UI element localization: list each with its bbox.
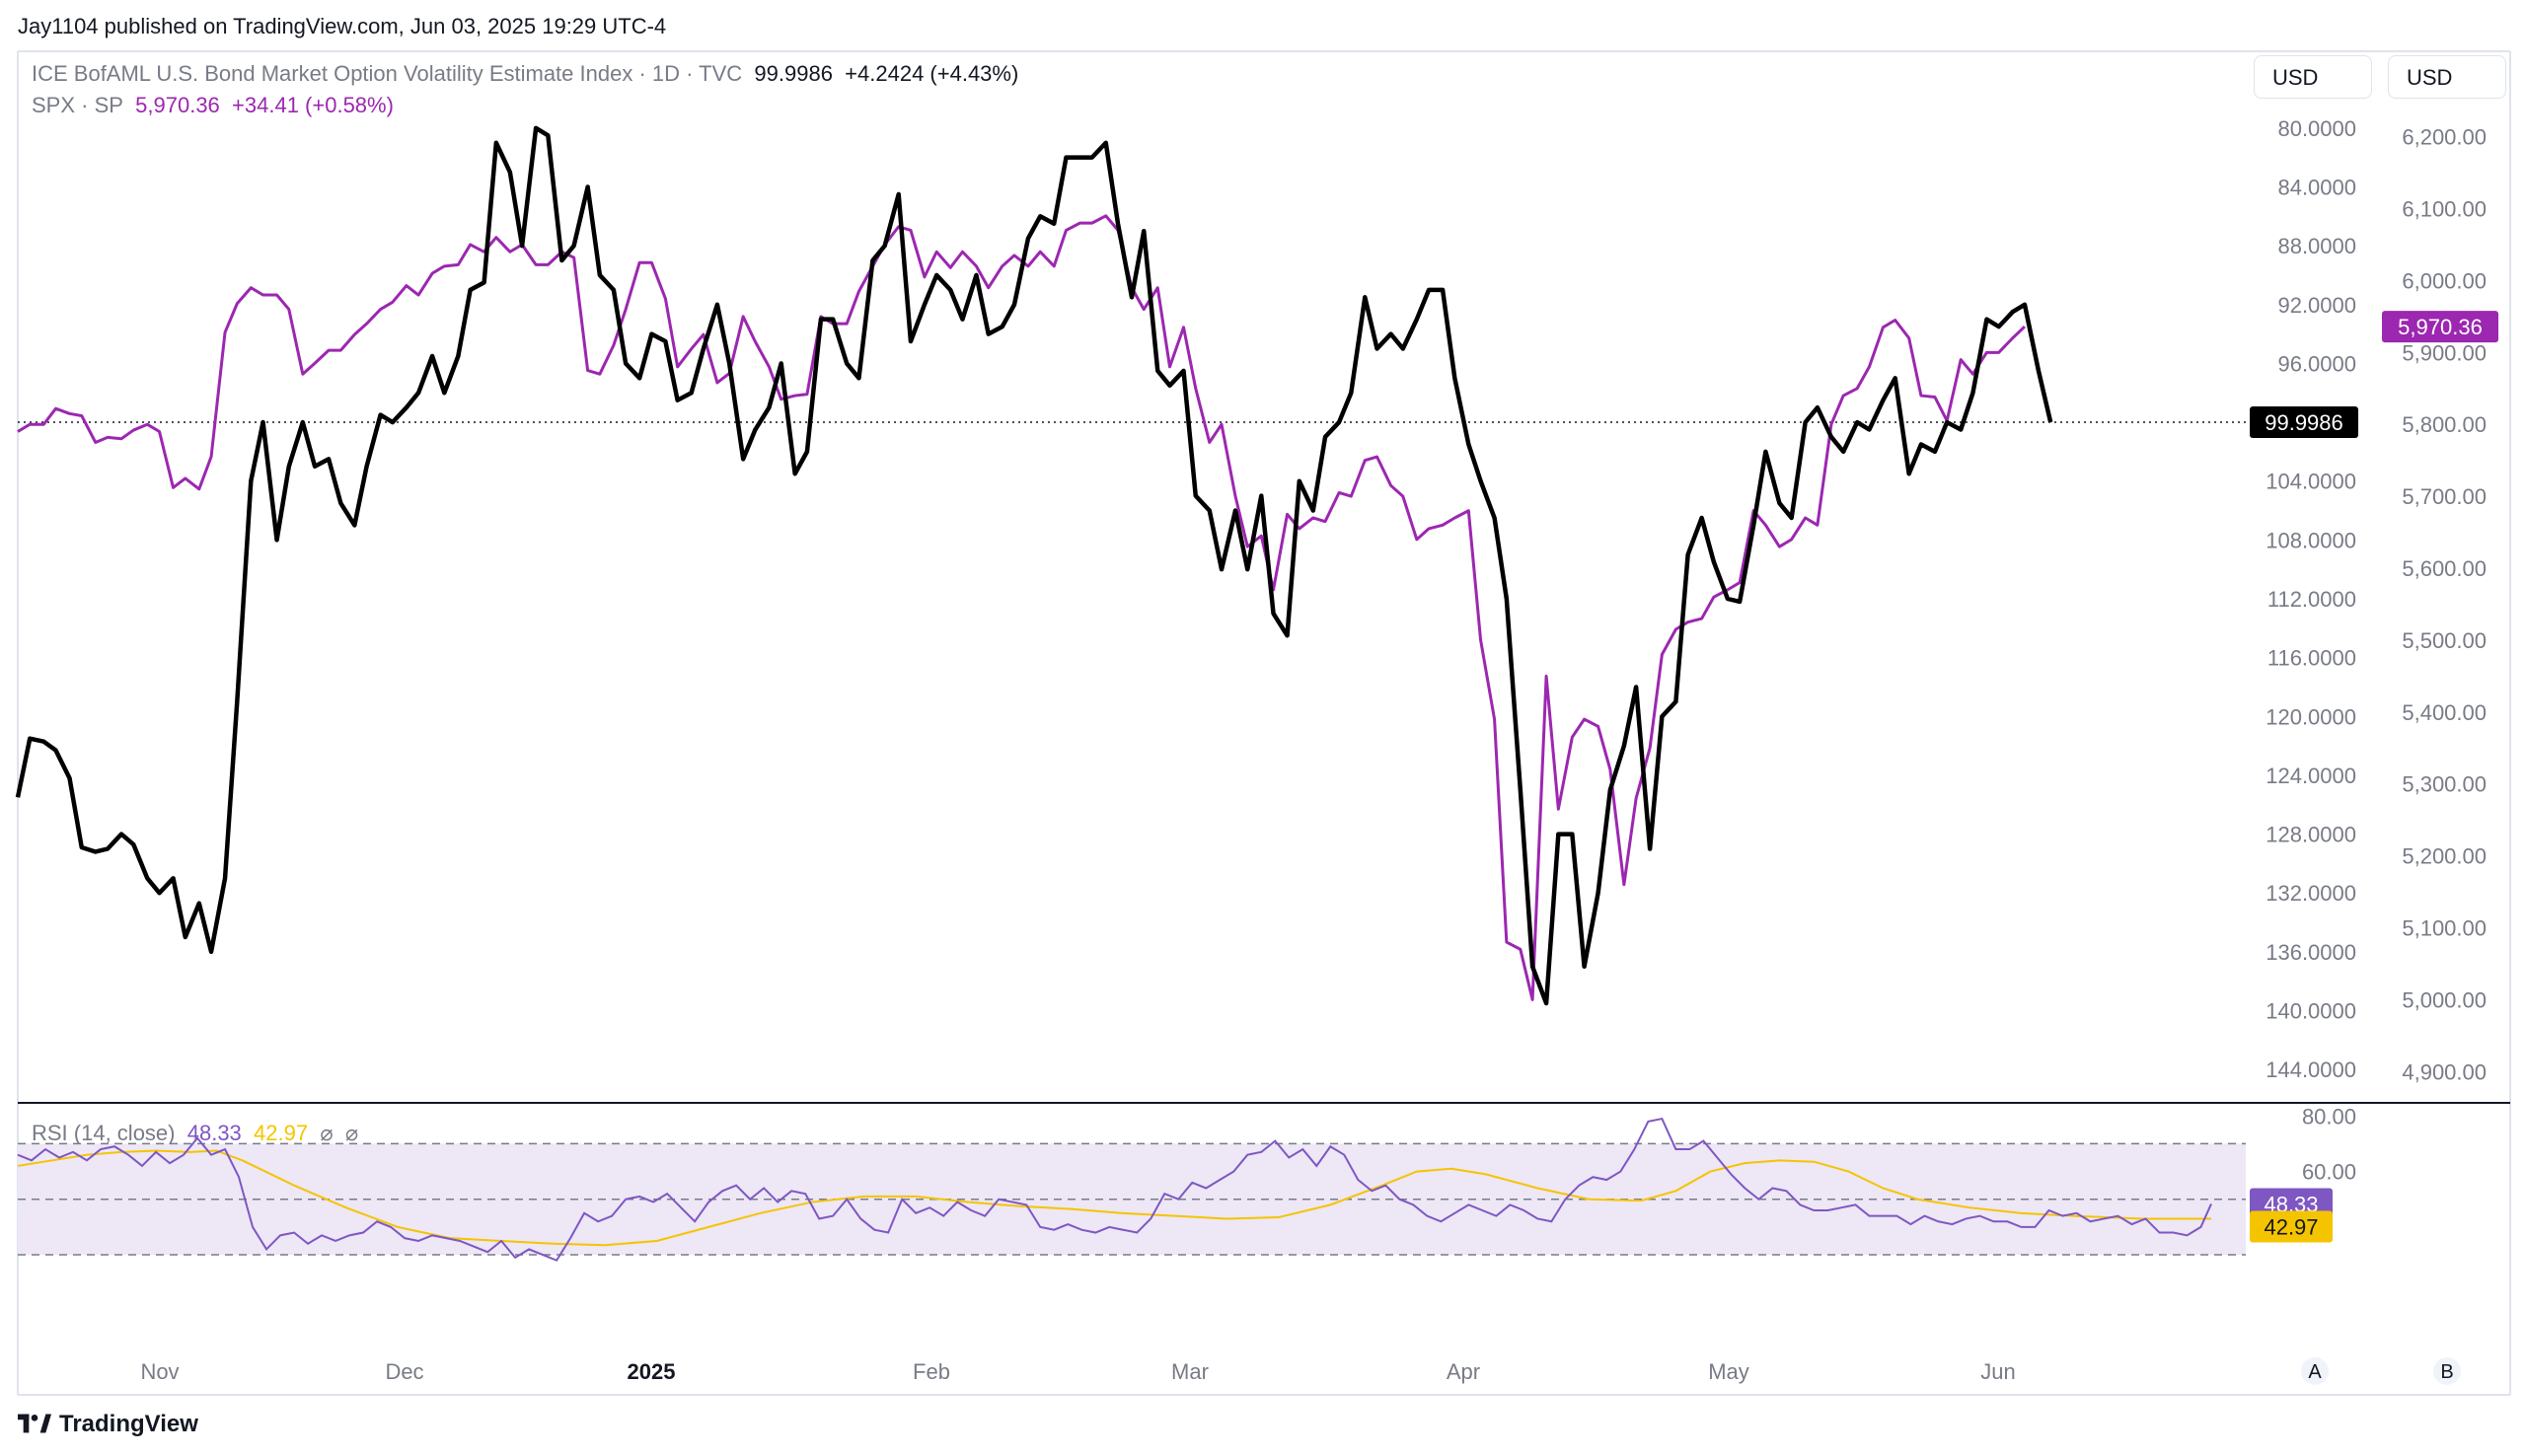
move-axis-tick-label: 84.0000	[2277, 175, 2356, 199]
move-axis-tick-label: 88.0000	[2277, 234, 2356, 258]
move-last-value-label-bg	[2250, 406, 2358, 439]
spx-axis-tick-label: 5,400.00	[2402, 700, 2487, 725]
spx-line	[17, 214, 2026, 1001]
tradingview-brand-text: TradingView	[59, 1411, 198, 1437]
rsi-pane: 80.00 60.00	[17, 1104, 2356, 1262]
hidden-input-icon-1[interactable]: ⌀	[320, 1121, 334, 1145]
spx-axis-tick-label: 6,200.00	[2402, 125, 2487, 150]
main-series-value: 99.9986	[754, 61, 833, 86]
hidden-input-icon-2[interactable]: ⌀	[344, 1121, 359, 1145]
move-last-value-label: 99.9986	[2265, 410, 2343, 435]
time-axis-label: Feb	[913, 1359, 950, 1384]
rsi-ma-value: 42.97	[254, 1121, 309, 1145]
rsi-axis-tick-label: 80.00	[2302, 1104, 2356, 1128]
time-axis-label: 2025	[628, 1359, 676, 1384]
move-axis-tick-label: 132.0000	[2266, 881, 2356, 906]
move-axis-tick-label: 96.0000	[2277, 351, 2356, 376]
time-axis: Nov Dec 2025 Feb Mar Apr May Jun A B	[140, 1357, 2461, 1385]
spx-axis-tick-label: 5,700.00	[2402, 484, 2487, 509]
auto-scale-label: A	[2308, 1361, 2322, 1383]
move-axis-tick-label: 116.0000	[2267, 646, 2356, 671]
time-axis-label: May	[1708, 1359, 1749, 1384]
spx-axis-tick-label: 5,100.00	[2402, 916, 2487, 941]
main-series-legend[interactable]: ICE BofAML U.S. Bond Market Option Volat…	[32, 61, 1018, 87]
move-axis-tick-label: 112.0000	[2267, 587, 2356, 612]
move-axis-tick-label: 104.0000	[2266, 470, 2356, 494]
spx-axis-tick-label: 5,500.00	[2402, 628, 2487, 653]
rsi-axis-tick-label: 60.00	[2302, 1160, 2356, 1185]
spx-axis-tick-label: 5,000.00	[2402, 987, 2487, 1012]
time-axis-label: Mar	[1171, 1359, 1209, 1384]
move-axis-tick-label: 108.0000	[2266, 528, 2356, 552]
move-axis-tick-label: 92.0000	[2277, 293, 2356, 318]
currency-button-left[interactable]: USD	[2254, 55, 2372, 99]
rsi-line	[17, 1117, 2212, 1262]
spx-name: SPX · SP	[32, 93, 123, 117]
spx-axis-tick-label: 6,000.00	[2402, 268, 2487, 293]
main-series-name: ICE BofAML U.S. Bond Market Option Volat…	[32, 61, 743, 86]
spx-legend[interactable]: SPX · SP 5,970.36 +34.41 (+0.58%)	[32, 93, 394, 118]
time-axis-label: Jun	[1980, 1359, 2015, 1384]
tradingview-logo[interactable]: TradingView	[18, 1411, 198, 1438]
chart-frame	[17, 50, 2511, 1396]
rsi-value: 48.33	[186, 1121, 242, 1145]
auto-scale-button[interactable]	[2301, 1357, 2329, 1385]
time-axis-label: Nov	[140, 1359, 179, 1384]
spx-axis-tick-label: 5,600.00	[2402, 556, 2487, 581]
move-axis-tick-label: 80.0000	[2277, 116, 2356, 141]
rsi-ma-last-value-label-bg	[2250, 1210, 2333, 1243]
publication-info: Jay1104 published on TradingView.com, Ju…	[18, 14, 667, 38]
move-index-line	[15, 125, 2053, 1006]
rsi-ma-line	[17, 1149, 2211, 1247]
main-series-change: +4.2424 (+4.43%)	[845, 61, 1019, 86]
time-axis-label: Dec	[385, 1359, 423, 1384]
spx-last-value-label: 5,970.36	[2398, 315, 2483, 339]
time-axis-label: Apr	[1447, 1359, 1480, 1384]
spx-value: 5,970.36	[135, 93, 220, 117]
spx-axis-tick-label: 5,900.00	[2402, 340, 2487, 365]
spx-axis-tick-label: 5,300.00	[2402, 772, 2487, 797]
spx-axis-tick-label: 5,800.00	[2402, 412, 2487, 437]
spx-axis-tick-label: 5,200.00	[2402, 844, 2487, 869]
move-axis-tick-label: 140.0000	[2266, 999, 2356, 1024]
move-axis-tick-label: 128.0000	[2266, 823, 2356, 847]
spx-change: +34.41 (+0.58%)	[232, 93, 394, 117]
rsi-name: RSI (14, close)	[32, 1121, 176, 1145]
move-axis-tick-label: 124.0000	[2266, 764, 2356, 788]
rsi-legend[interactable]: RSI (14, close) 48.33 42.97 ⌀ ⌀	[32, 1121, 358, 1146]
price-lines	[15, 125, 2246, 1006]
currency-button-right[interactable]: USD	[2388, 55, 2506, 99]
auto-scale-label-right: B	[2440, 1361, 2453, 1383]
move-axis-tick-label: 120.0000	[2266, 704, 2356, 729]
auto-scale-button-right[interactable]	[2433, 1357, 2461, 1385]
move-axis-tick-label: 136.0000	[2266, 940, 2356, 965]
spx-axis-tick-label: 4,900.00	[2402, 1059, 2487, 1084]
spx-axis-tick-label: 6,100.00	[2402, 197, 2487, 222]
price-axes: 80.0000 84.0000 88.0000 92.0000 96.0000 104.0…	[2266, 116, 2487, 1084]
tradingview-logo-icon	[18, 1414, 51, 1433]
spx-last-value-label-bg	[2382, 311, 2498, 343]
move-axis-tick-label: 144.0000	[2266, 1057, 2356, 1082]
rsi-ma-last-value-label: 42.97	[2264, 1215, 2318, 1240]
